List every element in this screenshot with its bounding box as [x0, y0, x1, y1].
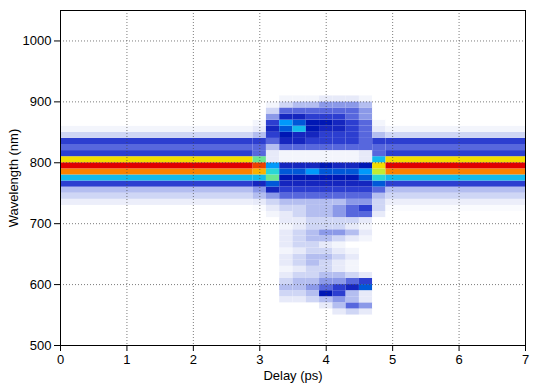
svg-text:800: 800 [30, 155, 52, 170]
svg-text:1: 1 [123, 352, 130, 367]
svg-text:6: 6 [455, 352, 462, 367]
svg-text:500: 500 [30, 338, 52, 353]
svg-text:1000: 1000 [23, 33, 52, 48]
svg-text:600: 600 [30, 277, 52, 292]
svg-text:Wavelength (nm): Wavelength (nm) [6, 129, 21, 228]
svg-text:7: 7 [522, 352, 529, 367]
svg-text:2: 2 [190, 352, 197, 367]
svg-text:900: 900 [30, 94, 52, 109]
svg-text:0: 0 [57, 352, 64, 367]
svg-text:4: 4 [323, 352, 330, 367]
svg-text:3: 3 [256, 352, 263, 367]
svg-text:Delay (ps): Delay (ps) [263, 368, 322, 383]
svg-text:5: 5 [389, 352, 396, 367]
svg-text:700: 700 [30, 216, 52, 231]
